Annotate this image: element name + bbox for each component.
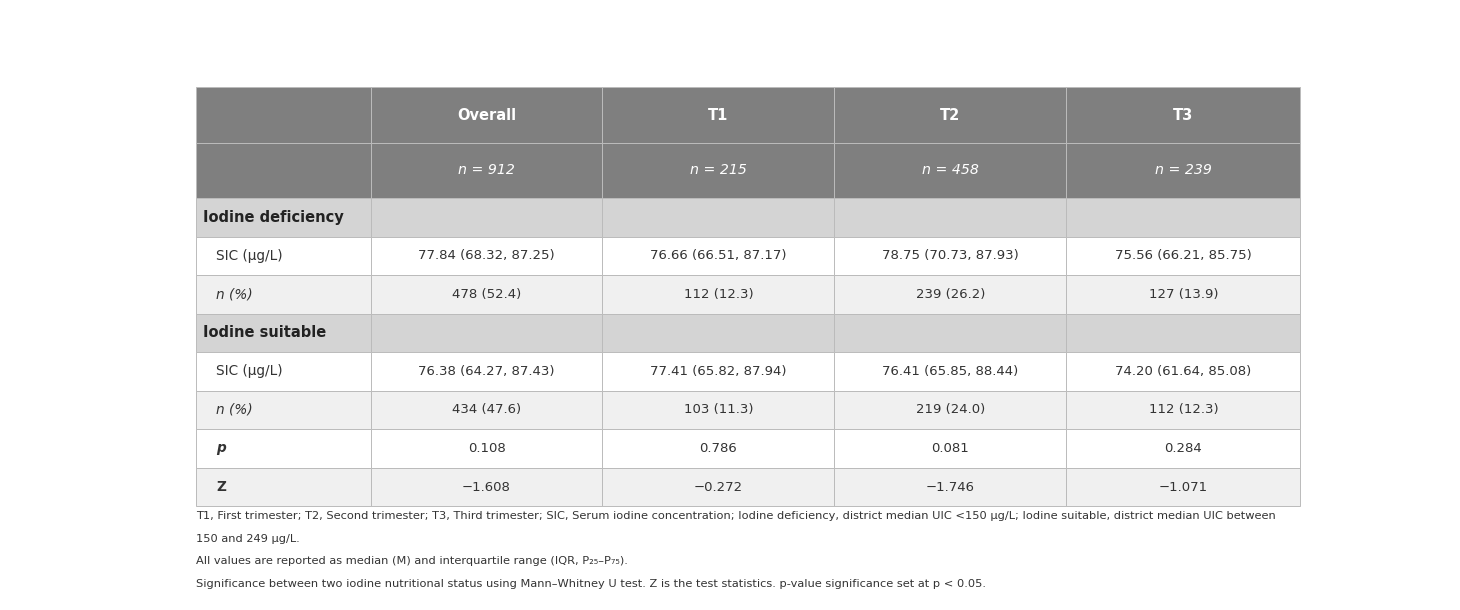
- Text: 77.41 (65.82, 87.94): 77.41 (65.82, 87.94): [650, 365, 787, 378]
- Text: n = 215: n = 215: [691, 163, 748, 178]
- Bar: [834, 468, 1066, 506]
- Bar: [603, 198, 834, 237]
- Bar: [371, 352, 603, 391]
- Bar: [603, 275, 834, 314]
- Text: n (%): n (%): [216, 403, 253, 417]
- Text: 0.786: 0.786: [699, 442, 737, 455]
- Text: Significance between two iodine nutritional status using Mann–Whitney U test. Z : Significance between two iodine nutritio…: [196, 579, 986, 589]
- Bar: [603, 143, 834, 198]
- Text: 434 (47.6): 434 (47.6): [453, 403, 521, 417]
- Text: 78.75 (70.73, 87.93): 78.75 (70.73, 87.93): [882, 249, 1019, 262]
- Text: 478 (52.4): 478 (52.4): [453, 288, 521, 301]
- Text: 150 and 249 μg/L.: 150 and 249 μg/L.: [196, 534, 299, 544]
- Text: SIC (μg/L): SIC (μg/L): [216, 364, 283, 378]
- Text: 219 (24.0): 219 (24.0): [915, 403, 986, 417]
- Bar: [1066, 143, 1301, 198]
- Text: 76.38 (64.27, 87.43): 76.38 (64.27, 87.43): [418, 365, 555, 378]
- Text: 112 (12.3): 112 (12.3): [683, 288, 753, 301]
- Text: n (%): n (%): [216, 287, 253, 301]
- Bar: [196, 429, 371, 468]
- Text: 0.284: 0.284: [1165, 442, 1202, 455]
- Text: 75.56 (66.21, 85.75): 75.56 (66.21, 85.75): [1115, 249, 1251, 262]
- Bar: [603, 352, 834, 391]
- Bar: [603, 391, 834, 429]
- Text: −1.071: −1.071: [1159, 481, 1207, 493]
- Text: T1, First trimester; T2, Second trimester; T3, Third trimester; SIC, Serum iodin: T1, First trimester; T2, Second trimeste…: [196, 511, 1276, 521]
- Bar: [196, 87, 371, 143]
- Text: T3: T3: [1174, 107, 1193, 123]
- Bar: [371, 198, 603, 237]
- Bar: [371, 314, 603, 352]
- Bar: [1066, 391, 1301, 429]
- Bar: [196, 198, 371, 237]
- Bar: [371, 237, 603, 275]
- Bar: [196, 391, 371, 429]
- Text: 0.108: 0.108: [467, 442, 505, 455]
- Bar: [834, 275, 1066, 314]
- Bar: [603, 429, 834, 468]
- Bar: [196, 143, 371, 198]
- Bar: [196, 314, 371, 352]
- Bar: [834, 143, 1066, 198]
- Text: 76.41 (65.85, 88.44): 76.41 (65.85, 88.44): [882, 365, 1019, 378]
- Bar: [1066, 87, 1301, 143]
- Bar: [834, 391, 1066, 429]
- Bar: [371, 87, 603, 143]
- Bar: [603, 87, 834, 143]
- Text: −0.272: −0.272: [694, 481, 743, 493]
- Text: 112 (12.3): 112 (12.3): [1149, 403, 1218, 417]
- Bar: [196, 352, 371, 391]
- Text: T1: T1: [708, 107, 729, 123]
- Bar: [603, 237, 834, 275]
- Text: T2: T2: [940, 107, 961, 123]
- Bar: [834, 429, 1066, 468]
- Text: Iodine suitable: Iodine suitable: [203, 326, 326, 340]
- Text: 103 (11.3): 103 (11.3): [683, 403, 753, 417]
- Bar: [371, 143, 603, 198]
- Text: 0.081: 0.081: [931, 442, 969, 455]
- Text: n = 458: n = 458: [921, 163, 978, 178]
- Bar: [371, 391, 603, 429]
- Bar: [1066, 275, 1301, 314]
- Text: n = 912: n = 912: [458, 163, 515, 178]
- Bar: [834, 87, 1066, 143]
- Bar: [371, 275, 603, 314]
- Bar: [1066, 198, 1301, 237]
- Bar: [371, 429, 603, 468]
- Bar: [196, 275, 371, 314]
- Text: n = 239: n = 239: [1155, 163, 1212, 178]
- Bar: [834, 314, 1066, 352]
- Bar: [1066, 314, 1301, 352]
- Bar: [834, 352, 1066, 391]
- Text: 76.66 (66.51, 87.17): 76.66 (66.51, 87.17): [650, 249, 787, 262]
- Text: 127 (13.9): 127 (13.9): [1149, 288, 1218, 301]
- Bar: [603, 314, 834, 352]
- Bar: [1066, 429, 1301, 468]
- Bar: [834, 198, 1066, 237]
- Text: 77.84 (68.32, 87.25): 77.84 (68.32, 87.25): [418, 249, 555, 262]
- Text: Iodine deficiency: Iodine deficiency: [203, 210, 343, 225]
- Text: p: p: [216, 442, 226, 456]
- Text: 74.20 (61.64, 85.08): 74.20 (61.64, 85.08): [1115, 365, 1251, 378]
- Text: 239 (26.2): 239 (26.2): [915, 288, 986, 301]
- Text: Overall: Overall: [457, 107, 515, 123]
- Bar: [1066, 237, 1301, 275]
- Text: −1.608: −1.608: [461, 481, 511, 493]
- Bar: [1066, 352, 1301, 391]
- Text: −1.746: −1.746: [926, 481, 975, 493]
- Text: Z: Z: [216, 480, 226, 494]
- Bar: [1066, 468, 1301, 506]
- Text: SIC (μg/L): SIC (μg/L): [216, 249, 283, 263]
- Text: All values are reported as median (M) and interquartile range (IQR, P₂₅–P₇₅).: All values are reported as median (M) an…: [196, 556, 628, 566]
- Bar: [834, 237, 1066, 275]
- Bar: [371, 468, 603, 506]
- Bar: [196, 468, 371, 506]
- Bar: [603, 468, 834, 506]
- Bar: [196, 237, 371, 275]
